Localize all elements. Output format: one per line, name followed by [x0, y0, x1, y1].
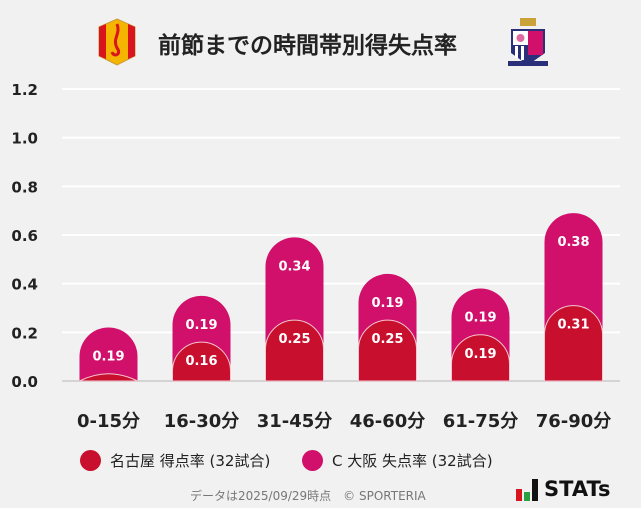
x-tick-label: 31-45分	[257, 411, 333, 432]
data-label-cerezo: 0.38	[557, 235, 589, 250]
x-tick-label: 76-90分	[536, 411, 612, 432]
legend-label-nagoya: 名古屋 得点率 (32試合)	[110, 452, 271, 470]
bar-nagoya-scored	[172, 341, 231, 382]
bar-nagoya-scored	[544, 305, 603, 382]
data-label-cerezo: 0.19	[371, 296, 403, 311]
data-label-cerezo: 0.19	[185, 318, 217, 333]
x-tick-label: 0-15分	[77, 411, 140, 432]
cerezo-crest-icon	[508, 18, 548, 66]
footer-note: データは2025/09/29時点 © SPORTERIA	[190, 489, 426, 503]
data-label-nagoya: 0.25	[371, 332, 403, 347]
y-tick-label: 0.2	[11, 324, 38, 342]
data-label-cerezo: 0.19	[464, 311, 496, 326]
nagoya-crest-icon	[98, 18, 136, 66]
data-label-nagoya: 0.16	[185, 354, 217, 369]
x-tick-label: 16-30分	[164, 411, 240, 432]
y-tick-label: 0.0	[11, 373, 38, 391]
bar-nagoya-scored	[358, 319, 417, 382]
data-label-nagoya: 0.25	[278, 332, 310, 347]
data-label-nagoya: 0.31	[557, 318, 589, 333]
legend-swatch-nagoya	[80, 450, 101, 471]
x-tick-label: 61-75分	[443, 411, 519, 432]
legend-swatch-cerezo	[302, 450, 323, 471]
y-tick-label: 1.2	[11, 81, 38, 99]
stats-bars-icon	[516, 479, 538, 501]
legend-item-cerezo: C 大阪 失点率 (32試合)	[302, 450, 493, 471]
bar-nagoya-scored	[451, 334, 510, 382]
stats-logo: STATs	[516, 477, 610, 501]
x-tick-label: 46-60分	[350, 411, 426, 432]
page-title: 前節までの時間帯別得失点率	[158, 33, 457, 59]
bar-cerezo-conceded	[79, 327, 138, 381]
y-tick-label: 1.0	[11, 130, 38, 148]
y-tick-label: 0.6	[11, 227, 38, 245]
data-label-nagoya: 0.19	[464, 347, 496, 362]
bar-nagoya-scored	[79, 373, 138, 382]
stats-brand: STATs	[544, 477, 611, 501]
data-label-cerezo: 0.34	[278, 259, 310, 274]
legend-label-cerezo: C 大阪 失点率 (32試合)	[332, 452, 493, 470]
bar-nagoya-scored	[265, 319, 324, 382]
data-label-cerezo: 0.19	[92, 349, 124, 364]
bar-chart: 0.0 0.2 0.4 0.6 0.8 1.0 1.2 0.19 0-15分 0.19 0.16 16…	[11, 81, 620, 432]
legend-item-nagoya: 名古屋 得点率 (32試合)	[80, 450, 270, 471]
y-tick-label: 0.8	[11, 178, 38, 196]
y-tick-label: 0.4	[11, 276, 38, 294]
